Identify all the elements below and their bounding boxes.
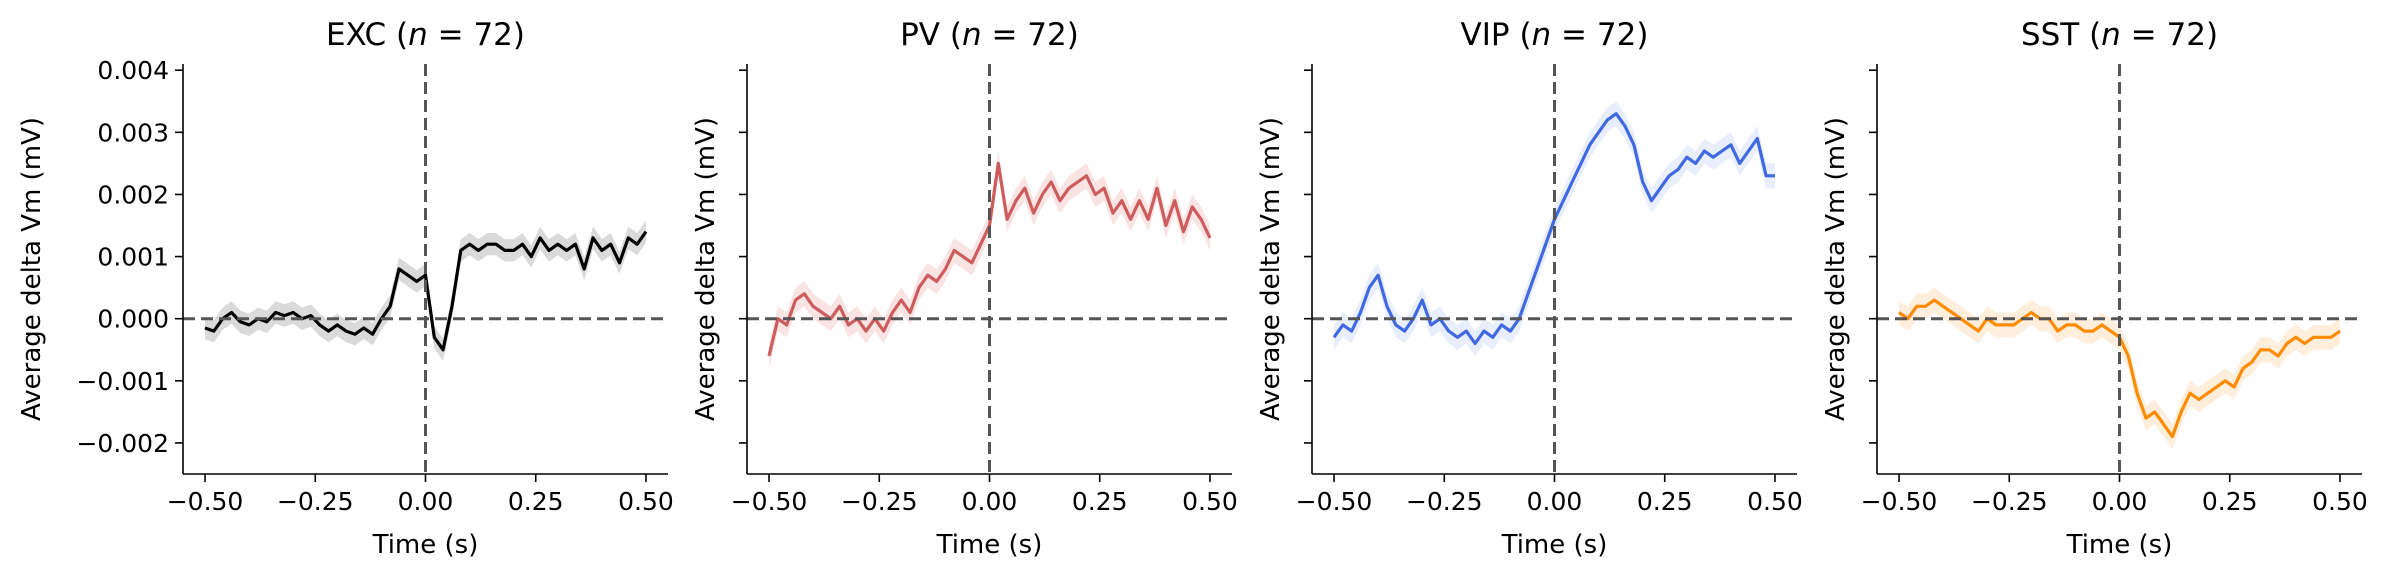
y-tick-label: −0.001: [76, 367, 169, 396]
x-axis-label: Time (s): [936, 530, 1043, 560]
title-count: = 72: [428, 17, 513, 53]
x-tick-label: 0.00: [1527, 487, 1583, 516]
title-close: ): [1636, 17, 1648, 53]
chart-panel-1: −0.50 −0.25 0.00 0.25 0.50 −0.002 −0.001 0.000 0…: [17, 17, 674, 560]
x-tick-label: 0.25: [508, 487, 564, 516]
x-tick-label: 0.00: [398, 487, 454, 516]
title-n-symbol: n: [1532, 17, 1552, 53]
x-tick-label: 0.25: [2202, 487, 2258, 516]
y-tick-label: 0.004: [97, 56, 169, 85]
chart-title: VIP (n = 72): [1461, 17, 1649, 53]
x-tick-label: 0.00: [962, 487, 1018, 516]
x-axis-label: Time (s): [372, 530, 479, 560]
chart-panel-4: −0.50 −0.25 0.00 0.25 0.50 Time (s) Average de…: [1821, 17, 2368, 560]
x-tick-label: 0.50: [2312, 487, 2368, 516]
y-axis-label: Average delta Vm (mV): [17, 117, 47, 421]
title-close: ): [2206, 17, 2218, 53]
title-count: = 72: [982, 17, 1067, 53]
x-tick-label: 0.50: [1182, 487, 1238, 516]
chart-panel-2: −0.50 −0.25 0.00 0.25 0.50 Time (s) Average de…: [691, 17, 1238, 560]
title-count: = 72: [1551, 17, 1636, 53]
chart-panel-3: −0.50 −0.25 0.00 0.25 0.50 Time (s) Average de…: [1256, 17, 1803, 560]
x-tick-label: 0.25: [1637, 487, 1693, 516]
x-tick-label: 0.50: [1747, 487, 1803, 516]
x-tick-label: −0.50: [167, 487, 244, 516]
title-n-symbol: n: [2101, 17, 2121, 53]
title-group: EXC (: [326, 17, 408, 53]
y-axis-label: Average delta Vm (mV): [1821, 117, 1851, 421]
x-tick-label: −0.25: [277, 487, 354, 516]
y-axis-label: Average delta Vm (mV): [1256, 117, 1286, 421]
title-n-symbol: n: [408, 17, 428, 53]
title-close: ): [513, 17, 525, 53]
x-tick-label: −0.25: [841, 487, 918, 516]
title-group: SST (: [2021, 17, 2101, 53]
title-n-symbol: n: [962, 17, 982, 53]
x-tick-label: 0.50: [618, 487, 674, 516]
chart-title: PV (n = 72): [900, 17, 1079, 53]
chart-title: SST (n = 72): [2021, 17, 2218, 53]
x-tick-label: −0.50: [1296, 487, 1373, 516]
y-tick-label: 0.001: [97, 243, 169, 272]
x-tick-label: −0.25: [1971, 487, 2048, 516]
x-axis-label: Time (s): [1501, 530, 1608, 560]
title-group: PV (: [900, 17, 962, 53]
y-tick-label: 0.003: [97, 118, 169, 147]
x-tick-label: −0.25: [1406, 487, 1483, 516]
title-group: VIP (: [1461, 17, 1532, 53]
x-tick-label: 0.25: [1072, 487, 1128, 516]
x-tick-label: −0.50: [1861, 487, 1938, 516]
y-tick-label: −0.002: [76, 429, 169, 458]
y-tick-label: 0.002: [97, 180, 169, 209]
x-axis-label: Time (s): [2066, 530, 2173, 560]
y-tick-label: 0.000: [97, 305, 169, 334]
chart-title: EXC (n = 72): [326, 17, 525, 53]
y-axis-label: Average delta Vm (mV): [691, 117, 721, 421]
title-close: ): [1067, 17, 1079, 53]
x-tick-label: −0.50: [731, 487, 808, 516]
x-tick-label: 0.00: [2092, 487, 2148, 516]
title-count: = 72: [2121, 17, 2206, 53]
